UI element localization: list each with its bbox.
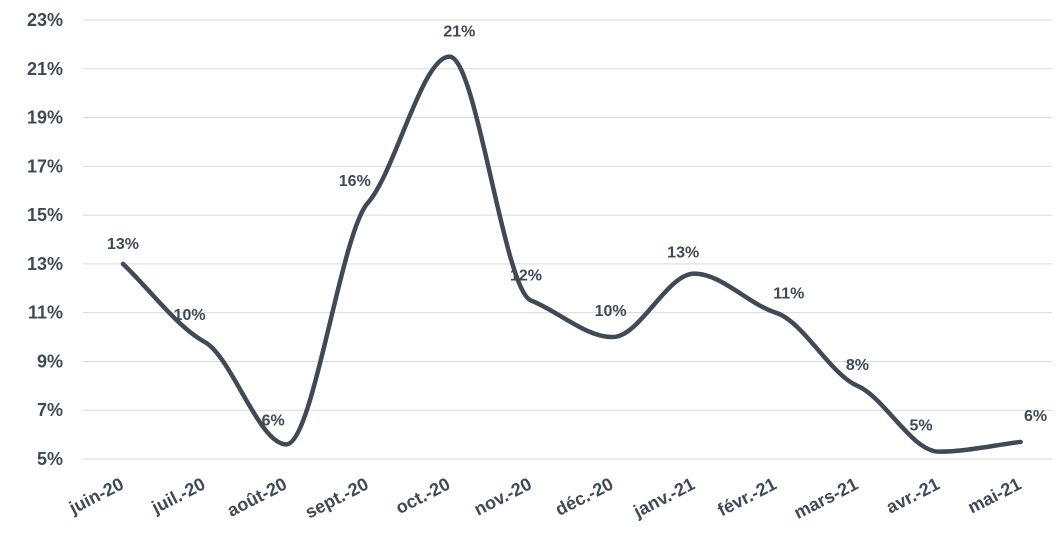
x-tick-label: oct.-20	[392, 474, 453, 518]
y-tick-label: 21%	[27, 59, 63, 79]
y-tick-label: 17%	[27, 156, 63, 176]
x-tick-label: mars-21	[791, 474, 862, 523]
data-point	[936, 449, 942, 455]
data-label: 21%	[443, 24, 475, 41]
y-tick-label: 15%	[27, 205, 63, 225]
x-tick-label: juil.-20	[148, 474, 209, 518]
data-point	[610, 334, 616, 340]
data-point	[773, 310, 779, 316]
data-label: 13%	[667, 245, 699, 262]
data-point	[528, 297, 534, 303]
data-point	[1018, 439, 1024, 445]
data-label: 6%	[262, 412, 285, 429]
series-layer	[120, 54, 1024, 455]
data-point	[283, 441, 289, 447]
data-label: 6%	[1024, 408, 1047, 425]
series-line	[120, 54, 1023, 454]
y-tick-label: 19%	[27, 108, 63, 128]
data-point	[854, 383, 860, 389]
x-tick-label: mai-21	[965, 474, 1025, 518]
y-tick-label: 5%	[37, 449, 63, 469]
data-labels: 13% 10% 6% 16% 21% 12% 10% 13% 11% 8% 5% 6%	[107, 24, 1047, 435]
data-label: 10%	[174, 307, 206, 324]
x-tick-label: juin-20	[65, 474, 127, 519]
data-label: 12%	[510, 267, 542, 284]
data-label: 10%	[595, 303, 627, 320]
data-label: 8%	[846, 357, 869, 374]
data-label: 11%	[773, 286, 804, 303]
data-label: 16%	[339, 173, 371, 190]
x-tick-label: févr.-21	[714, 474, 779, 520]
grid-lines	[83, 19, 1052, 460]
y-tick-label: 11%	[28, 303, 63, 323]
x-tick-label: août-20	[224, 474, 290, 521]
data-label: 13%	[107, 236, 139, 253]
data-point	[365, 200, 371, 206]
y-tick-label: 13%	[27, 254, 63, 274]
y-tick-label: 7%	[37, 400, 63, 420]
x-tick-label: janv.-21	[630, 474, 699, 522]
data-label: 5%	[909, 418, 932, 435]
data-point	[202, 339, 208, 345]
x-axis-ticks: juin-20 juil.-20 août-20 sept.-20 oct.-20 nov…	[65, 474, 1024, 523]
y-tick-label: 9%	[37, 351, 63, 371]
x-tick-label: déc.-20	[552, 474, 616, 520]
y-tick-label: 23%	[27, 10, 63, 30]
data-point	[691, 271, 697, 277]
x-tick-label: sept.-20	[302, 474, 372, 523]
y-axis-ticks: 5% 7% 9% 11% 13% 15% 17% 19% 21% 23%	[27, 10, 63, 469]
x-tick-label: avr.-21	[883, 474, 943, 518]
x-tick-label: nov.-20	[471, 474, 535, 520]
data-point	[446, 54, 452, 60]
data-point	[120, 261, 126, 267]
